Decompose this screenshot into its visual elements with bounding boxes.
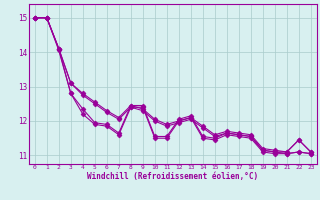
X-axis label: Windchill (Refroidissement éolien,°C): Windchill (Refroidissement éolien,°C) xyxy=(87,172,258,181)
